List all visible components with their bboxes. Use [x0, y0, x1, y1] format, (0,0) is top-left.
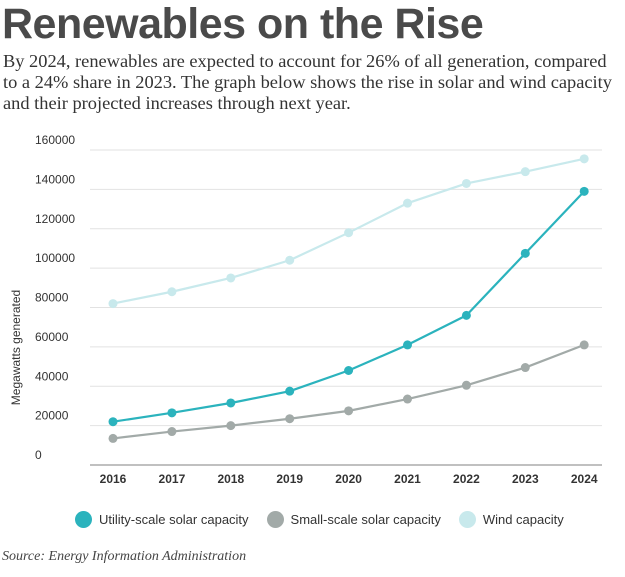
legend-item-utility-solar: Utility-scale solar capacity [75, 511, 249, 528]
data-point [167, 287, 177, 297]
data-point [579, 340, 589, 350]
legend-swatch-utility-solar [75, 511, 92, 528]
data-point [403, 340, 412, 350]
data-point [285, 255, 295, 265]
data-point [520, 363, 530, 373]
data-point [579, 186, 589, 196]
source-note: Source: Energy Information Administratio… [2, 549, 247, 564]
legend-swatch-wind [458, 511, 476, 528]
series-line [111, 190, 586, 423]
legend: Utility-scale solar capacity Small-scale… [75, 511, 582, 528]
y-tick-label: 140000 [35, 172, 75, 186]
data-point [226, 421, 236, 431]
data-point [226, 398, 236, 408]
data-point [520, 167, 530, 177]
legend-item-small-solar: Small-scale solar capacity [266, 511, 441, 528]
x-tick-label: 2021 [394, 472, 421, 486]
legend-label-small-solar: Small-scale solar capacity [290, 512, 441, 527]
data-point [344, 406, 354, 416]
y-tick-label: 120000 [35, 212, 75, 226]
legend-label-wind: Wind capacity [482, 512, 564, 527]
x-tick-label: 2020 [335, 472, 362, 486]
x-tick-label: 2022 [453, 472, 480, 486]
y-tick-label: 60000 [35, 330, 69, 344]
y-tick-label: 0 [35, 448, 42, 462]
data-point [461, 178, 471, 188]
series-line [111, 343, 586, 440]
y-tick-label: 20000 [35, 409, 69, 423]
y-tick-label: 100000 [35, 251, 75, 265]
y-axis-ticks: 0 20000 40000 60000 80000 100000 120000 140000 1… [35, 133, 75, 462]
data-point [461, 310, 471, 320]
data-point [403, 198, 412, 208]
y-tick-label: 80000 [35, 291, 69, 305]
data-point [108, 417, 118, 427]
x-tick-label: 2017 [159, 472, 186, 486]
x-tick-label: 2016 [100, 472, 127, 486]
data-point [108, 433, 118, 443]
x-tick-label: 2023 [512, 472, 539, 486]
x-tick-label: 2018 [217, 472, 244, 486]
data-point [344, 228, 354, 238]
data-point [167, 427, 177, 437]
x-axis-ticks: 2016 2017 2018 2019 2020 2021 2022 2023 2024 [100, 472, 598, 486]
legend-label-utility-solar: Utility-scale solar capacity [99, 512, 249, 527]
y-axis-label: Megawatts generated [9, 290, 23, 405]
chart-subtitle: By 2024, renewables are expected to acco… [3, 51, 612, 113]
gridlines [90, 149, 602, 466]
x-tick-label: 2019 [276, 472, 303, 486]
data-point [108, 299, 118, 309]
legend-item-wind: Wind capacity [458, 511, 564, 528]
series-lines [108, 154, 589, 443]
legend-swatch-small-solar [266, 511, 284, 528]
data-point [461, 380, 471, 390]
y-tick-label: 160000 [35, 133, 75, 147]
chart-title: Renewables on the Rise [2, 0, 484, 48]
y-tick-label: 40000 [35, 369, 69, 383]
data-point [167, 408, 177, 418]
data-point [285, 386, 295, 396]
data-point [285, 414, 295, 424]
x-tick-label: 2024 [571, 472, 598, 486]
data-point [520, 248, 530, 258]
data-point [344, 366, 354, 375]
data-point [403, 394, 412, 404]
line-chart: 0 20000 40000 60000 80000 100000 120000 140000 1… [9, 133, 602, 486]
data-point [579, 154, 589, 164]
data-point [226, 273, 236, 283]
